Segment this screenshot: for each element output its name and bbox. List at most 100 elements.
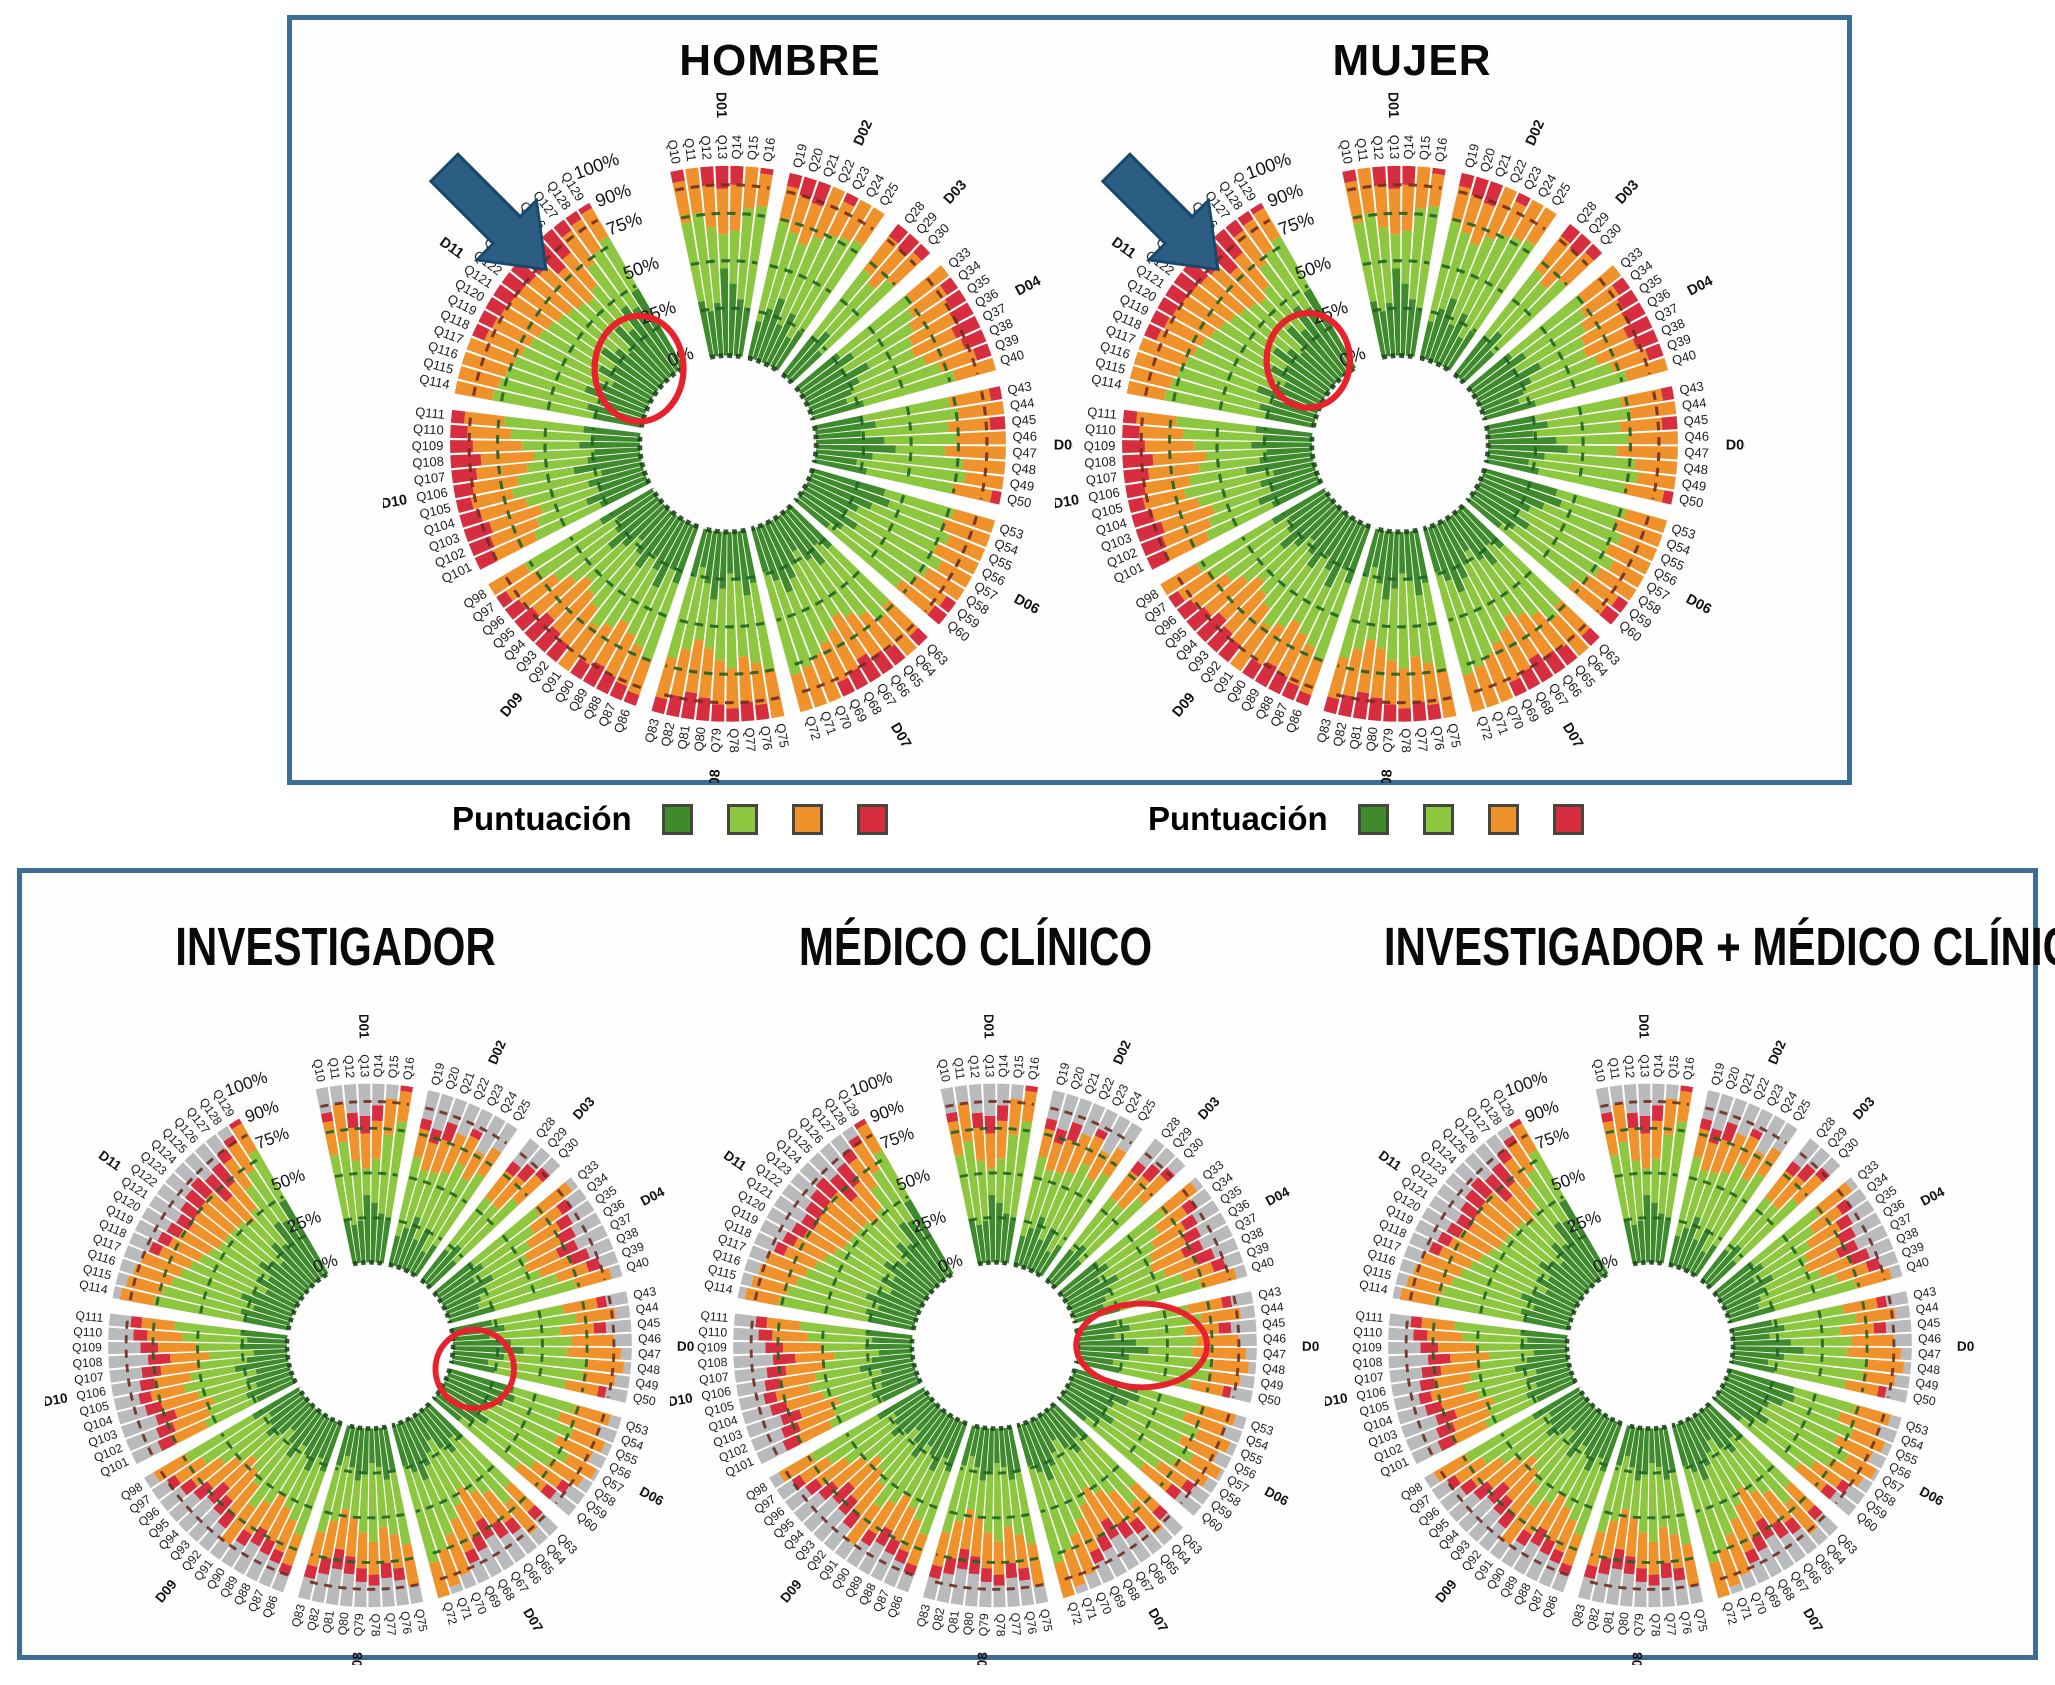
axis-tick-50%: 50% — [1293, 252, 1334, 283]
bar-Q92 — [1218, 510, 1346, 663]
bar-Q11 — [1609, 1085, 1642, 1264]
q-label-Q78: Q78 — [993, 1613, 1007, 1636]
axis-tick-100%: 100% — [1502, 1067, 1550, 1101]
bar-Q107 — [1123, 452, 1313, 484]
domain-label-D05: D05 — [1302, 1339, 1320, 1354]
domain-label-D02: D02 — [851, 118, 876, 149]
bar-Q103 — [1401, 1371, 1573, 1438]
domain-label-D02: D02 — [1523, 118, 1548, 149]
q-label-Q76: Q76 — [1023, 1610, 1040, 1635]
bar-Q10 — [1342, 169, 1386, 358]
domain-label-D02: D02 — [1110, 1038, 1134, 1067]
bar-Q56 — [1068, 1381, 1232, 1469]
bar-Q104 — [116, 1366, 291, 1425]
bar-Q12 — [968, 1083, 991, 1263]
bar-Q107 — [1389, 1353, 1568, 1383]
q-label-Q47: Q47 — [1918, 1347, 1942, 1362]
q-label-Q10: Q10 — [310, 1058, 328, 1083]
chart-title-investigador: INVESTIGADOR — [0, 916, 686, 978]
bar-Q82 — [936, 1426, 981, 1604]
domain-label-D10: D10 — [1325, 1390, 1349, 1409]
bar-Q110 — [450, 424, 641, 442]
bar-Q13 — [1387, 165, 1401, 356]
bar-Q67 — [412, 1414, 515, 1571]
bar-Q115 — [1129, 366, 1316, 424]
bar-Q65 — [1700, 1409, 1818, 1555]
q-label-Q46: Q46 — [1918, 1331, 1942, 1345]
bar-Q75 — [741, 530, 785, 719]
domain-label-D10: D10 — [45, 1390, 69, 1409]
bar-Q71 — [755, 526, 828, 708]
bar-Q101 — [1411, 1379, 1576, 1465]
bar-Q64 — [1456, 508, 1589, 657]
domain-label-D10: D10 — [1055, 492, 1080, 512]
q-label-Q111: Q111 — [415, 404, 446, 422]
bar-Q82 — [1591, 1426, 1636, 1604]
bar-Q117 — [123, 1245, 294, 1318]
bar-Q71 — [1021, 1422, 1089, 1595]
bar-Q33 — [1467, 265, 1622, 391]
q-label-Q106: Q106 — [700, 1384, 732, 1403]
bar-Q119 — [759, 1219, 923, 1309]
q-label-Q105: Q105 — [703, 1399, 735, 1419]
bar-Q48 — [452, 1350, 632, 1375]
q-label-Q49: Q49 — [1009, 476, 1035, 494]
q-label-Q16: Q16 — [1025, 1056, 1042, 1081]
axis-tick-90%: 90% — [1265, 180, 1306, 211]
blue-arrow-icon — [428, 152, 548, 272]
bar-Q46 — [1488, 431, 1678, 445]
bar-Q63 — [1051, 1403, 1184, 1536]
q-label-Q40: Q40 — [1905, 1254, 1931, 1274]
bar-Q38 — [1725, 1237, 1894, 1315]
bar-Q89 — [1254, 518, 1358, 688]
bar-Q83 — [1577, 1425, 1631, 1601]
axis-tick-90%: 90% — [867, 1096, 906, 1127]
bar-Q20 — [752, 176, 817, 361]
q-label-Q14: Q14 — [729, 135, 745, 160]
bar-Q60 — [794, 497, 948, 625]
q-label-Q13: Q13 — [357, 1054, 372, 1078]
q-label-Q77: Q77 — [1663, 1612, 1679, 1636]
bar-Q60 — [1466, 497, 1620, 625]
q-label-Q76: Q76 — [1678, 1610, 1695, 1635]
bar-Q93 — [1206, 507, 1342, 653]
q-label-Q72: Q72 — [440, 1600, 460, 1626]
bar-Q110 — [1122, 424, 1313, 442]
bar-Q47 — [1488, 444, 1678, 460]
chart-title-hombre: HOMBRE — [679, 36, 881, 85]
q-label-Q50: Q50 — [1006, 491, 1033, 510]
bar-Q107 — [109, 1353, 288, 1383]
bar-Q90 — [1242, 516, 1354, 680]
bar-Q88 — [596, 521, 690, 695]
bar-Q103 — [121, 1371, 293, 1438]
chart-title-medico-clinico: MÉDICO CLÍNICO — [625, 916, 1325, 978]
bar-Q82 — [1338, 529, 1385, 718]
q-label-Q45: Q45 — [1917, 1316, 1941, 1332]
bar-Q79 — [1383, 531, 1399, 722]
q-label-Q77: Q77 — [742, 727, 759, 752]
q-label-Q72: Q72 — [803, 714, 824, 742]
q-label-Q10: Q10 — [1337, 138, 1356, 165]
bar-Q89 — [233, 1416, 331, 1575]
bars — [733, 1083, 1257, 1608]
bar-Q37 — [806, 315, 981, 407]
bar-Q126 — [1213, 228, 1345, 379]
q-label-Q16: Q16 — [400, 1056, 417, 1081]
q-label-Q45: Q45 — [1262, 1316, 1286, 1332]
bar-Q13 — [1638, 1083, 1651, 1263]
domain-label-D03: D03 — [1613, 177, 1643, 207]
bar-Q114 — [737, 1286, 915, 1331]
q-label-Q48: Q48 — [1917, 1361, 1941, 1377]
q-label-Q11: Q11 — [1606, 1057, 1623, 1081]
q-label-Q78: Q78 — [726, 728, 741, 753]
q-label-Q43: Q43 — [632, 1284, 657, 1302]
q-label-Q111: Q111 — [1087, 404, 1118, 422]
bar-Q78 — [993, 1428, 1006, 1608]
bar-Q116 — [744, 1258, 917, 1322]
bar-Q40 — [448, 1264, 623, 1324]
q-label-Q114: Q114 — [418, 371, 451, 392]
q-label-Q15: Q15 — [386, 1054, 402, 1078]
bar-Q109 — [1122, 440, 1312, 454]
q-label-Q107: Q107 — [413, 469, 446, 488]
